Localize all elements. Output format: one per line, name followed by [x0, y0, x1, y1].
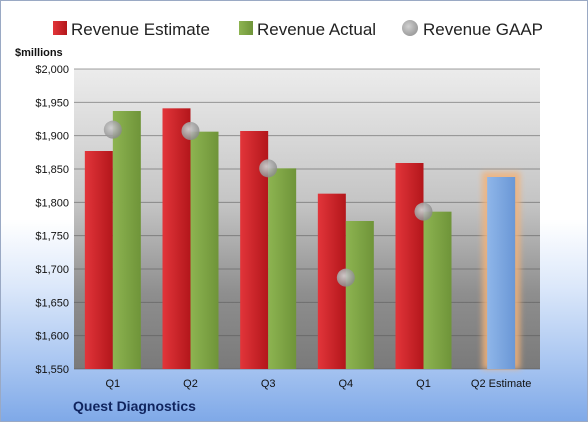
x-axis-tick-labels: Q1 Q2 Q3 Q4 Q1 Q2 Estimate: [105, 378, 531, 390]
gaap-marker: [414, 202, 433, 221]
gaap-marker: [336, 268, 355, 287]
legend-item-estimate[interactable]: Revenue Estimate: [53, 20, 210, 39]
bar-estimate: [84, 151, 113, 369]
bars: [84, 108, 521, 369]
y-tick-label: $1,950: [35, 97, 69, 109]
y-tick-label: $1,800: [35, 197, 69, 209]
legend-label-actual: Revenue Actual: [257, 20, 376, 39]
y-tick-label: $1,850: [35, 164, 69, 176]
plot-area: [74, 69, 540, 369]
company-name: Quest Diagnostics: [73, 398, 196, 414]
y-tick-label: $1,650: [35, 297, 69, 309]
y-axis-tick-labels: $1,550 $1,600 $1,650 $1,700 $1,750 $1,800 $1,8…: [35, 64, 69, 376]
legend-item-gaap[interactable]: Revenue GAAP: [402, 20, 543, 39]
legend-item-actual[interactable]: Revenue Actual: [239, 20, 376, 39]
bar-actual: [112, 111, 141, 369]
y-tick-label: $1,700: [35, 264, 69, 276]
gaap-marker: [259, 159, 278, 178]
x-tick-label: Q3: [261, 378, 276, 390]
gridlines: [74, 68, 540, 370]
y-tick-label: $1,550: [35, 364, 69, 376]
legend: Revenue Estimate Revenue Actual Revenue …: [53, 20, 543, 39]
x-tick-label: Q2: [183, 378, 198, 390]
x-tick-label: Q1: [105, 378, 120, 390]
x-tick-label: Q1: [416, 378, 431, 390]
bar-actual: [268, 168, 297, 369]
legend-label-gaap: Revenue GAAP: [423, 20, 543, 39]
gaap-marker: [103, 120, 122, 139]
bar-estimate-projected: [487, 177, 516, 369]
legend-label-estimate: Revenue Estimate: [71, 20, 210, 39]
bar-actual: [190, 131, 219, 369]
legend-swatch-estimate: [53, 21, 67, 35]
bar-actual: [423, 211, 452, 369]
gaap-marker: [181, 122, 200, 140]
bar-estimate: [395, 163, 424, 369]
legend-swatch-actual: [239, 21, 253, 35]
bar-actual: [345, 221, 374, 369]
x-tick-label: Q2 Estimate: [471, 378, 532, 390]
y-tick-label: $1,900: [35, 131, 69, 143]
legend-swatch-gaap: [402, 20, 418, 36]
y-tick-label: $1,600: [35, 331, 69, 343]
y-tick-label: $2,000: [35, 64, 69, 76]
gaap-markers: [103, 120, 433, 287]
x-tick-label: Q4: [338, 378, 353, 390]
bar-estimate: [162, 108, 191, 369]
y-tick-label: $1,750: [35, 231, 69, 243]
y-axis-unit-label: $millions: [15, 47, 63, 59]
